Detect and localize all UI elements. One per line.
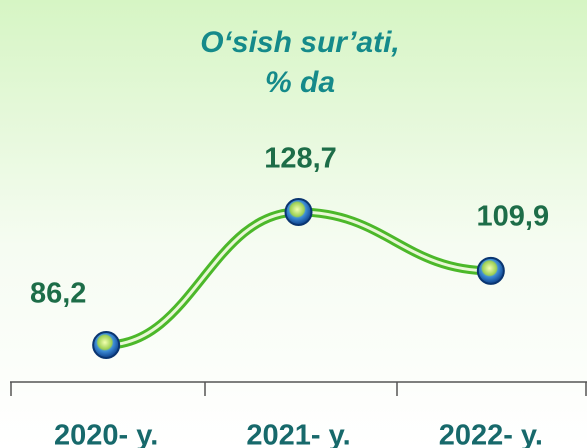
x-axis (10, 381, 587, 396)
value-label: 128,7 (264, 143, 337, 175)
value-label: 109,9 (477, 200, 550, 232)
marker (284, 198, 313, 226)
marker (92, 331, 121, 359)
marker (476, 256, 505, 285)
x-tick-label: 2022- y. (439, 420, 543, 448)
value-label: 86,2 (30, 278, 86, 310)
chart-title: O‘sish sur’ati, (200, 26, 400, 59)
chart-title: % da (265, 66, 335, 99)
x-tick-label: 2021- y. (246, 420, 350, 448)
x-tick-label: 2020- y. (54, 420, 158, 448)
